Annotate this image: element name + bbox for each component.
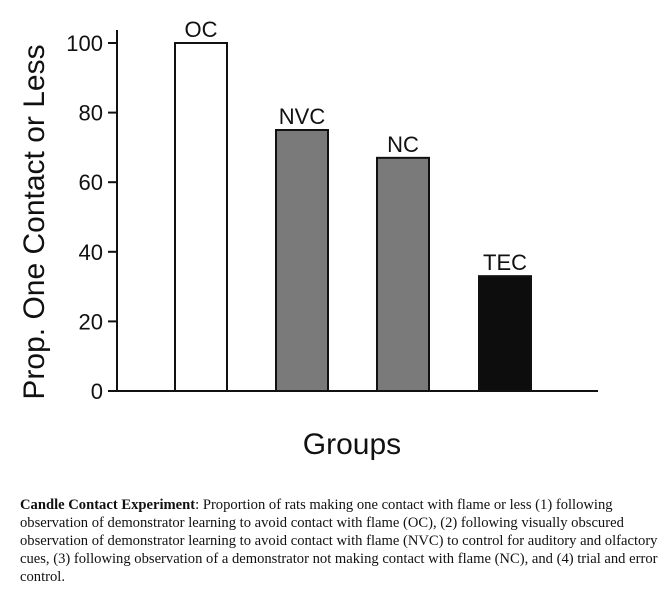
caption-text: Proportion of rats making one contact wi… xyxy=(20,497,658,585)
bar-chart: 0 20 40 60 80 100 OC NVC NC TEC Prop. One Contac… xyxy=(18,17,598,461)
bar-nc xyxy=(376,156,430,392)
bar-tec xyxy=(478,275,532,392)
y-tick-label: 100 xyxy=(66,31,103,56)
bar-category-labels: OC NVC NC TEC xyxy=(185,17,528,275)
y-axis-label: Prop. One Contact or Less xyxy=(18,44,51,399)
bar-label-nvc: NVC xyxy=(279,104,326,129)
bar-oc xyxy=(174,42,228,392)
caption-title: Candle Contact Experiment xyxy=(20,497,196,513)
y-tick-label: 0 xyxy=(91,379,103,404)
bar-label-nc: NC xyxy=(387,132,419,157)
figure-caption: Candle Contact Experiment: Proportion of… xyxy=(20,496,660,586)
bar-label-tec: TEC xyxy=(483,250,527,275)
y-tick-label: 80 xyxy=(79,101,103,126)
bar-nvc xyxy=(275,129,329,392)
bar-label-oc: OC xyxy=(185,17,218,42)
y-ticks: 0 20 40 60 80 100 xyxy=(66,31,117,404)
x-axis-label: Groups xyxy=(303,428,401,461)
bars xyxy=(174,42,532,392)
y-tick-label: 60 xyxy=(79,170,103,195)
y-tick-label: 20 xyxy=(79,309,103,334)
y-tick-label: 40 xyxy=(79,240,103,265)
caption-separator: : xyxy=(195,497,203,513)
